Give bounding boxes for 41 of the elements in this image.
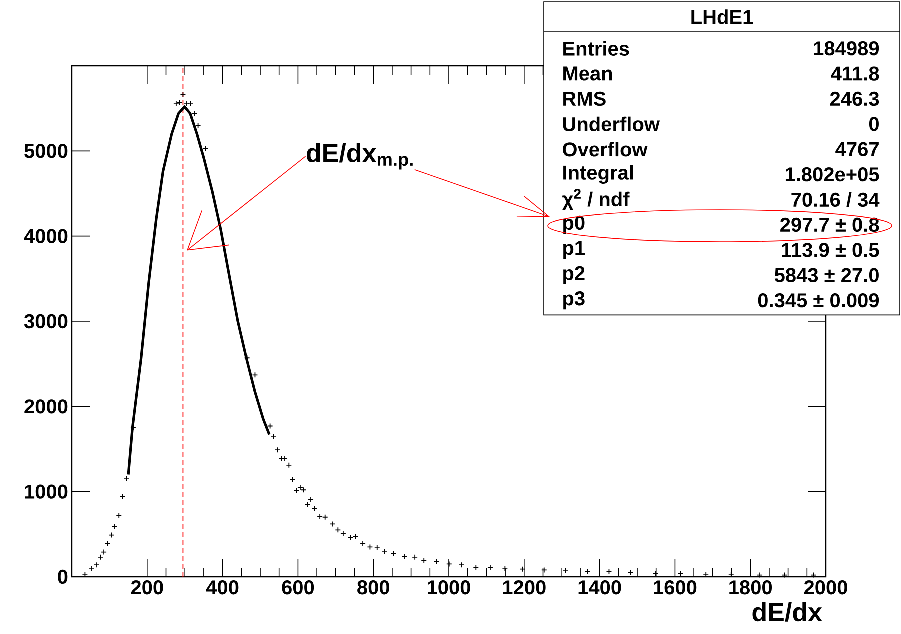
x-tick-label: 1000	[428, 580, 470, 595]
annotation: p0	[564, 216, 585, 234]
y-tick-label: 3000	[24, 314, 68, 329]
annotation: Mean	[564, 66, 612, 81]
annotation: 70.16 / 34	[792, 192, 880, 208]
annotation: dE/dx$_{m.p.}$	[307, 143, 413, 170]
annotation: RMS	[564, 92, 606, 106]
text: 411.8	[831, 66, 880, 81]
x-tick-label: 1600	[654, 580, 697, 595]
annotation: p1	[564, 241, 585, 260]
annotation: 5843 ± 27.0	[774, 268, 879, 282]
annotation: Overflow	[563, 142, 648, 157]
annotation: p3	[564, 292, 585, 310]
y-tick-label: 5000	[24, 144, 68, 158]
text: LHdE1	[692, 10, 754, 24]
annotation: 1.802e+05	[786, 168, 880, 182]
text: 0	[869, 117, 879, 132]
x-tick-label: 400	[206, 580, 239, 595]
x-tick-label: 1400	[578, 580, 622, 595]
y-tick-label: 4000	[24, 229, 68, 244]
text: 246.3	[830, 92, 880, 106]
x-tick-label: 2000	[804, 580, 848, 595]
annotation: Integral	[564, 165, 634, 184]
y-tick-label: 1000	[25, 484, 68, 499]
x-axis-title: dE/dx	[752, 602, 822, 622]
x-tick-label: 800	[358, 580, 390, 595]
text: Entries	[564, 41, 630, 56]
text: 4767	[836, 142, 879, 156]
text: 184989	[814, 42, 880, 56]
annotation: 0.345 ± 0.009	[758, 293, 880, 308]
x-tick-label: 600	[282, 580, 314, 595]
x-tick-label: 1200	[503, 580, 546, 595]
annotation: p2	[564, 266, 585, 284]
annotation: χ$^{2}$ / ndf	[562, 189, 630, 210]
x-tick-label: 200	[131, 580, 164, 595]
y-tick-label: 0	[58, 570, 68, 584]
annotation: 113.9 ± 0.5	[782, 243, 880, 258]
annotation: 297.7 ± 0.8	[780, 218, 880, 232]
annotation: Underflow	[563, 116, 660, 132]
x-tick-label: 1800	[730, 580, 772, 595]
y-tick-label: 2000	[24, 400, 68, 414]
